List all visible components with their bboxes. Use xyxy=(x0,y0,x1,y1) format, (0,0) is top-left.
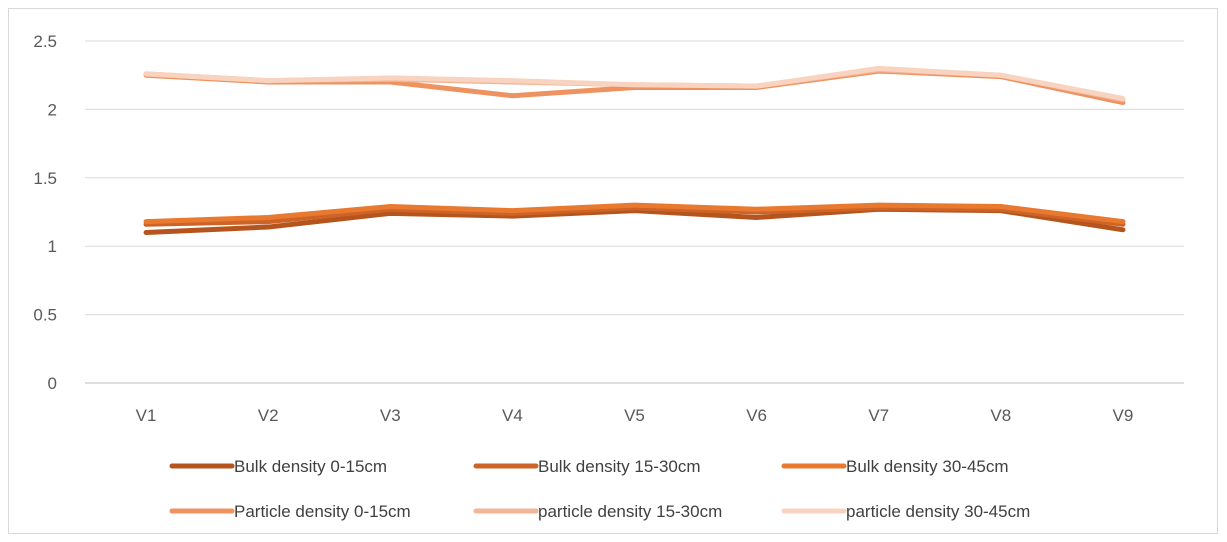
y-tick-label: 1 xyxy=(48,237,57,256)
x-tick-label: V8 xyxy=(990,406,1011,425)
legend-label: Bulk density 15-30cm xyxy=(538,457,701,476)
x-tick-label: V2 xyxy=(258,406,279,425)
y-tick-label: 0 xyxy=(48,374,57,393)
line-chart: 0 0.5 1 1.5 2 2.5 V1 V2 V3 V4 V5 V6 V7 V8 V9 Bulk dens… xyxy=(33,32,1184,521)
series-line xyxy=(143,202,1126,225)
legend-label: Bulk density 30-45cm xyxy=(846,457,1009,476)
legend-label: particle density 15-30cm xyxy=(538,502,722,521)
x-tick-label: V6 xyxy=(746,406,767,425)
x-tick-label: V9 xyxy=(1113,406,1134,425)
x-tick-label: V4 xyxy=(502,406,523,425)
legend-label: Bulk density 0-15cm xyxy=(234,457,387,476)
series-line xyxy=(143,205,1126,227)
x-tick-label: V7 xyxy=(868,406,889,425)
x-tick-label: V3 xyxy=(380,406,401,425)
chart-area: 0 0.5 1 1.5 2 2.5 V1 V2 V3 V4 V5 V6 V7 V8 V9 Bulk dens… xyxy=(8,8,1218,534)
y-tick-label: 1.5 xyxy=(33,169,57,188)
y-tick-label: 2.5 xyxy=(33,32,57,51)
legend-label: Particle density 0-15cm xyxy=(234,502,411,521)
legend-label: particle density 30-45cm xyxy=(846,502,1030,521)
series-line xyxy=(143,65,1126,101)
x-tick-label: V1 xyxy=(136,406,157,425)
y-tick-label: 0.5 xyxy=(33,306,57,325)
y-tick-label: 2 xyxy=(48,100,57,119)
x-tick-label: V5 xyxy=(624,406,645,425)
